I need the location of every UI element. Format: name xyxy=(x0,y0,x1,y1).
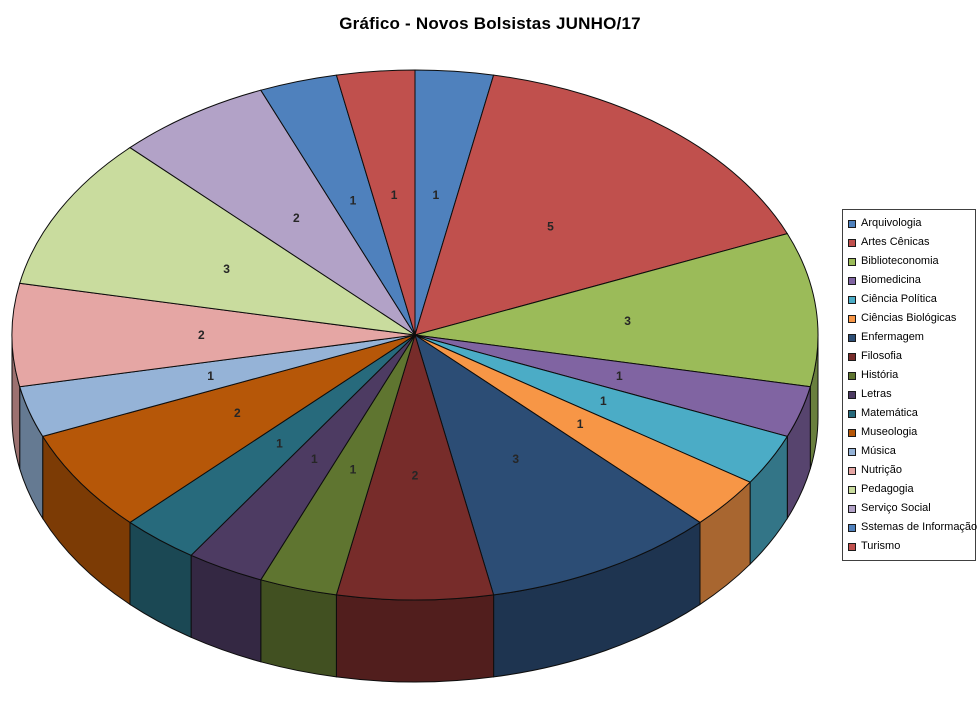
data-label-biblioteconomia: 3 xyxy=(624,314,631,328)
legend-label: Turismo xyxy=(861,540,901,552)
legend-swatch-icon xyxy=(848,485,856,494)
pie-slice-turismo xyxy=(335,69,416,336)
legend-item-musica: Música xyxy=(843,442,975,461)
pie-top-faces xyxy=(11,69,819,601)
legend-label: História xyxy=(861,369,899,381)
legend-label: Enfermagem xyxy=(861,331,924,343)
legend-label: Artes Cênicas xyxy=(861,236,930,248)
legend-swatch-icon xyxy=(848,390,856,399)
pie-slice-side-historia xyxy=(260,579,337,678)
pie-slice-servico-social xyxy=(129,89,416,336)
pie-slice-enfermagem xyxy=(414,333,701,596)
legend-label: Ciências Biológicas xyxy=(861,312,957,324)
data-label-artes-cenicas: 5 xyxy=(547,219,554,233)
legend-label: Museologia xyxy=(861,426,918,438)
legend-swatch-icon xyxy=(848,352,856,361)
legend-item-matematica: Matemática xyxy=(843,404,975,423)
legend-item-ciencia-politica: Ciência Política xyxy=(843,290,975,309)
pie-slice-museologia xyxy=(41,334,416,523)
legend-swatch-icon xyxy=(848,276,856,285)
legend-label: Arquivologia xyxy=(861,217,922,229)
legend-swatch-icon xyxy=(848,504,856,513)
legend-swatch-icon xyxy=(848,428,856,437)
legend: Arquivologia Artes Cênicas Biblioteconom… xyxy=(842,209,978,561)
legend-item-biomedicina: Biomedicina xyxy=(843,271,975,290)
data-label-enfermagem: 3 xyxy=(512,452,519,466)
legend-swatch-icon xyxy=(848,219,856,228)
legend-label: Nutrição xyxy=(861,464,902,476)
legend-item-museologia: Museologia xyxy=(843,423,975,442)
data-label-nutricao: 2 xyxy=(198,328,205,342)
legend-item-turismo: Turismo xyxy=(843,537,975,556)
legend-item-pedagogia: Pedagogia xyxy=(843,480,975,499)
pie-slice-side-filosofia xyxy=(335,594,495,683)
legend-item-nutricao: Nutrição xyxy=(843,461,975,480)
legend-label: Letras xyxy=(861,388,892,400)
legend-label: Sstemas de Informação xyxy=(861,521,978,533)
legend-label: Filosofia xyxy=(861,350,902,362)
legend-item-letras: Letras xyxy=(843,385,975,404)
legend-label: Biblioteconomia xyxy=(861,255,939,267)
data-label-sstemas-de-informacao: 1 xyxy=(350,194,357,208)
data-label-historia: 1 xyxy=(350,462,357,476)
legend-swatch-icon xyxy=(848,371,856,380)
legend-item-sstemas-de-informacao: Sstemas de Informação xyxy=(843,518,978,537)
data-label-ciencia-politica: 1 xyxy=(600,394,607,408)
legend-label: Pedagogia xyxy=(861,483,914,495)
data-label-musica: 1 xyxy=(207,369,214,383)
data-label-ciencias-biologicas: 1 xyxy=(577,417,584,431)
data-label-letras: 1 xyxy=(311,452,318,466)
legend-label: Serviço Social xyxy=(861,502,931,514)
legend-swatch-icon xyxy=(848,314,856,323)
legend-swatch-icon xyxy=(848,409,856,418)
pie-depth-walls xyxy=(11,334,819,683)
data-label-pedagogia: 3 xyxy=(223,262,230,276)
legend-item-servico-social: Serviço Social xyxy=(843,499,975,518)
legend-item-arquivologia: Arquivologia xyxy=(843,214,975,233)
legend-label: Biomedicina xyxy=(861,274,921,286)
legend-item-biblioteconomia: Biblioteconomia xyxy=(843,252,975,271)
data-label-turismo: 1 xyxy=(391,188,398,202)
legend-swatch-icon xyxy=(848,333,856,342)
chart-title: Gráfico - Novos Bolsistas JUNHO/17 xyxy=(339,14,641,33)
data-label-filosofia: 2 xyxy=(412,469,419,483)
legend-swatch-icon xyxy=(848,466,856,475)
legend-item-artes-cenicas: Artes Cênicas xyxy=(843,233,975,252)
legend-label: Matemática xyxy=(861,407,918,419)
legend-item-enfermagem: Enfermagem xyxy=(843,328,975,347)
pie-slice-filosofia xyxy=(335,333,495,601)
legend-swatch-icon xyxy=(848,542,856,551)
legend-swatch-icon xyxy=(848,447,856,456)
data-label-servico-social: 2 xyxy=(293,211,300,225)
legend-swatch-icon xyxy=(848,238,856,247)
legend-label: Ciência Política xyxy=(861,293,937,305)
data-label-matematica: 1 xyxy=(276,437,283,451)
legend-swatch-icon xyxy=(848,295,856,304)
pie-slice-nutricao xyxy=(11,282,416,388)
data-label-biomedicina: 1 xyxy=(616,369,623,383)
legend-item-ciencias-biologicas: Ciências Biológicas xyxy=(843,309,975,328)
data-label-museologia: 2 xyxy=(234,406,241,420)
pie-slice-biblioteconomia xyxy=(414,233,819,388)
legend-swatch-icon xyxy=(848,523,856,532)
legend-item-filosofia: Filosofia xyxy=(843,347,975,366)
legend-item-historia: História xyxy=(843,366,975,385)
pie-slice-pedagogia xyxy=(19,147,416,336)
pie-slice-artes-cenicas xyxy=(414,74,789,336)
legend-swatch-icon xyxy=(848,257,856,266)
data-label-arquivologia: 1 xyxy=(433,188,440,202)
legend-label: Música xyxy=(861,445,896,457)
